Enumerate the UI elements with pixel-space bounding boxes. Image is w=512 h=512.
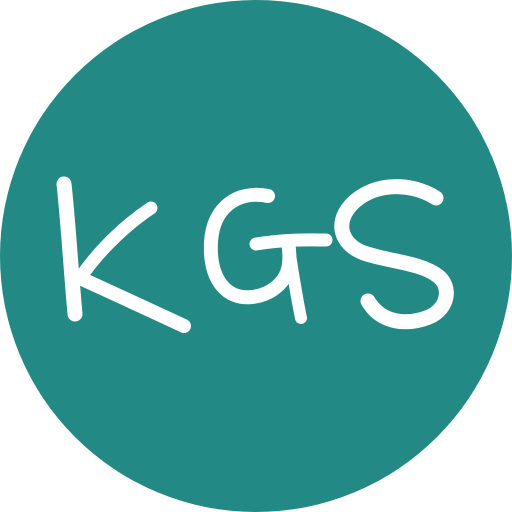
logo-letter-s: [334, 179, 454, 330]
logo-letters: [56, 176, 454, 333]
logo-letter-g: [203, 187, 333, 324]
logo-letter-k: [56, 176, 191, 333]
